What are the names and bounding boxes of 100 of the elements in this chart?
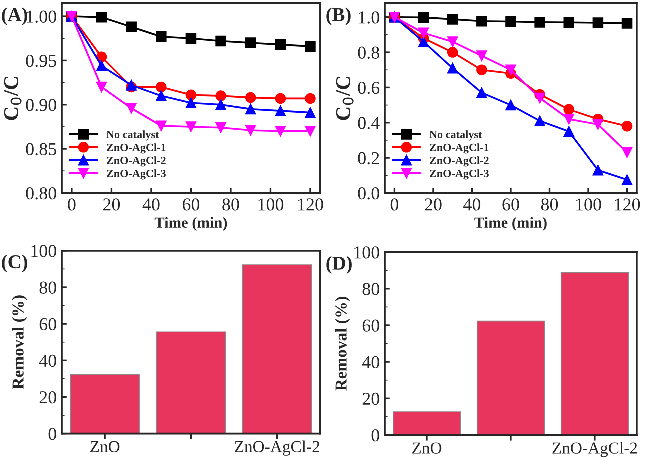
point xyxy=(592,164,604,176)
point xyxy=(564,17,575,28)
point xyxy=(305,41,316,52)
y-tick-label: 0.90 xyxy=(26,99,56,112)
point xyxy=(447,14,458,25)
point xyxy=(534,17,546,28)
point xyxy=(275,93,286,104)
y-axis-title: C$_{0}$/C xyxy=(4,76,22,120)
bar xyxy=(156,332,226,434)
point xyxy=(96,12,108,23)
point xyxy=(275,106,286,116)
y-tick-label: 100 xyxy=(354,246,380,259)
legend-label: ZnO-AgCl-1 xyxy=(106,144,166,154)
y-tick-label: 20 xyxy=(40,392,56,404)
point xyxy=(622,147,633,158)
point xyxy=(156,90,167,102)
y-tick-label: 80 xyxy=(362,283,380,296)
point xyxy=(564,104,575,116)
point xyxy=(418,36,430,48)
x-tick-label: 20 xyxy=(425,198,442,211)
point xyxy=(418,28,430,39)
point xyxy=(216,36,226,47)
x-tick-label: 80 xyxy=(222,198,240,211)
point xyxy=(186,33,197,44)
point xyxy=(126,22,137,33)
x-tick-label: 100 xyxy=(576,198,602,211)
point xyxy=(156,31,167,42)
x-tick-label: 0 xyxy=(390,198,399,211)
point xyxy=(245,38,256,48)
point xyxy=(275,126,286,137)
point xyxy=(186,98,197,108)
point xyxy=(506,100,516,111)
chart-title: (A) xyxy=(2,8,28,26)
x-tick-label: 0 xyxy=(68,198,76,211)
x-tick-label: ZnO xyxy=(412,442,442,454)
point xyxy=(126,103,137,114)
point xyxy=(96,60,108,72)
y-tick-label: 40 xyxy=(39,354,56,368)
point xyxy=(622,121,633,132)
point xyxy=(305,107,316,118)
legend-label: ZnO-AgCl-2 xyxy=(430,156,489,167)
point xyxy=(506,64,516,76)
legend-label: ZnO-AgCl-2 xyxy=(106,156,166,167)
point xyxy=(506,16,516,28)
bar xyxy=(392,412,462,436)
point xyxy=(216,90,226,102)
y-tick-label: 1.00 xyxy=(27,10,56,24)
y-tick-label: 0.95 xyxy=(26,54,56,68)
x-tick-label: ZnO-AgCl-2 xyxy=(552,442,638,458)
y-tick-label: 0.2 xyxy=(358,152,380,165)
point xyxy=(622,18,633,29)
point xyxy=(245,92,256,104)
legend-label: ZnO-AgCl-3 xyxy=(106,170,166,180)
point xyxy=(564,114,575,125)
y-axis-title: Removal (%) xyxy=(12,296,28,390)
point xyxy=(186,90,197,101)
y-tick-label: 100 xyxy=(32,245,56,258)
y-axis-title: C$_{0}$/C xyxy=(336,76,354,120)
point xyxy=(476,88,488,98)
point xyxy=(534,116,546,126)
y-tick-label: 0.85 xyxy=(26,143,56,156)
legend-label: ZnO-AgCl-3 xyxy=(430,170,489,180)
point xyxy=(186,122,197,132)
x-tick-label: 120 xyxy=(615,198,640,211)
point xyxy=(476,50,488,62)
x-axis-title: Time (min) xyxy=(474,217,547,232)
legend-label: No catalyst xyxy=(430,130,482,141)
y-tick-label: 1.0 xyxy=(359,12,380,24)
x-tick-label: 40 xyxy=(142,198,160,211)
y-axis-title: Removal (%) xyxy=(335,297,350,391)
point xyxy=(418,12,430,24)
y-tick-label: 80 xyxy=(40,282,56,294)
point xyxy=(447,62,458,74)
y-tick-label: 40 xyxy=(362,356,380,369)
y-tick-label: 0 xyxy=(48,428,56,440)
x-tick-label: 60 xyxy=(182,198,200,211)
point xyxy=(622,174,633,186)
point xyxy=(156,120,167,132)
x-tick-label: 60 xyxy=(502,198,520,211)
point xyxy=(245,104,256,115)
chart-title: (C) xyxy=(2,254,28,273)
x-axis-title: Time (min) xyxy=(154,217,228,232)
bar xyxy=(242,264,312,434)
legend-label: ZnO-AgCl-1 xyxy=(430,144,489,154)
chart-title: (B) xyxy=(326,8,351,26)
x-tick-label: 120 xyxy=(298,198,324,211)
point xyxy=(447,36,458,48)
x-tick-label: ZnO-AgCl-2 xyxy=(235,440,320,456)
y-tick-label: 0.6 xyxy=(358,82,380,94)
x-tick-label: 20 xyxy=(103,198,120,211)
point xyxy=(245,125,256,136)
x-tick-label: 80 xyxy=(541,198,558,211)
y-tick-label: 0.0 xyxy=(358,187,380,200)
x-tick-label: 100 xyxy=(258,198,284,211)
point xyxy=(305,93,316,104)
point xyxy=(534,92,546,104)
point xyxy=(476,64,488,76)
legend-label: No catalyst xyxy=(106,130,160,141)
point xyxy=(476,16,488,27)
chart-title: (D) xyxy=(326,256,352,274)
